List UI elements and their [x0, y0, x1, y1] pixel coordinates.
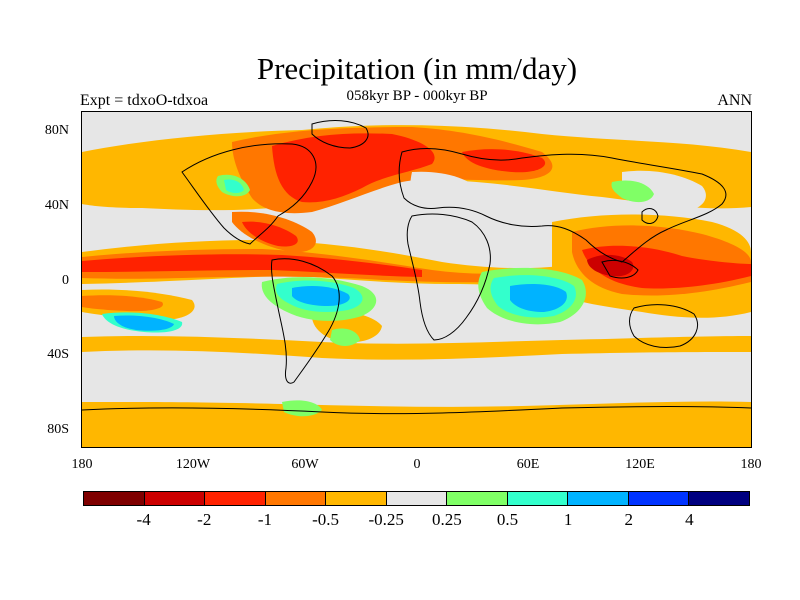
- experiment-label: Expt = tdxoO-tdxoa: [80, 92, 209, 109]
- colorbar-swatch: [326, 492, 387, 505]
- anomaly-region: [292, 286, 350, 306]
- lat-tick-label: 0: [62, 273, 69, 288]
- colorbar-swatch: [628, 492, 690, 505]
- precip-anomaly-map: [82, 120, 751, 447]
- colorbar-swatch: [144, 492, 206, 505]
- lon-tick-label: 180: [740, 457, 762, 472]
- colorbar-tick-label: 2: [624, 510, 633, 529]
- anomaly-region: [510, 284, 567, 312]
- south-america-coast: [271, 258, 340, 384]
- anomaly-region: [82, 350, 751, 407]
- africa-coast: [406, 213, 491, 341]
- lat-tick-label: 80N: [44, 123, 69, 138]
- colorbar-swatch: [507, 492, 569, 505]
- colorbar-swatch: [386, 492, 448, 505]
- lat-tick-label: 80S: [47, 422, 69, 437]
- coastlines: [82, 120, 751, 415]
- anomaly-region: [82, 295, 163, 312]
- colorbar-swatch: [447, 492, 508, 505]
- season-label: ANN: [717, 92, 752, 109]
- colorbar-tick-label: -2: [197, 510, 212, 529]
- colorbar-tick-label: 0.5: [496, 510, 519, 529]
- colorbar-swatch: [205, 492, 266, 505]
- lat-tick-label: 40S: [47, 347, 69, 362]
- colorbar-tick-label: -0.5: [312, 510, 339, 529]
- colorbar-tick-label: 4: [685, 510, 694, 529]
- australia-coast: [629, 304, 698, 349]
- anomaly-region: [272, 133, 435, 203]
- colorbar-tick-label: -1: [257, 510, 272, 529]
- colorbar-tick-label: 1: [563, 510, 573, 529]
- anomaly-region: [242, 221, 298, 247]
- colorbar-swatch: [689, 492, 750, 505]
- anomaly-region: [611, 180, 654, 203]
- colorbar-tick-label: -4: [136, 510, 151, 529]
- lon-tick-label: 120E: [625, 457, 655, 472]
- lon-tick-label: 120W: [175, 457, 211, 472]
- wetting-anomalies: [102, 174, 654, 417]
- neutral-patches: [82, 170, 751, 407]
- anomaly-region: [330, 328, 360, 346]
- lon-tick-label: 180: [71, 457, 93, 472]
- anomaly-region: [224, 179, 244, 193]
- lon-tick-label: 0: [413, 457, 421, 472]
- lon-tick-label: 60E: [516, 457, 540, 472]
- anomaly-region: [82, 254, 422, 277]
- north-america-coast: [181, 143, 317, 245]
- plot-title: Precipitation (in mm/day): [256, 51, 578, 86]
- colorbar: [83, 491, 750, 506]
- anomaly-region: [462, 149, 546, 173]
- anomaly-region: [587, 254, 634, 277]
- plot-subtitle: 058kyr BP - 000kyr BP: [346, 88, 488, 104]
- colorbar-tick-label: 0.25: [431, 510, 462, 529]
- colorbar-swatch: [265, 492, 327, 505]
- antarctica-coast: [82, 406, 751, 415]
- anomaly-region: [122, 210, 203, 241]
- japan-coast: [641, 208, 659, 224]
- colorbar-swatch: [84, 492, 145, 505]
- anomaly-region: [410, 171, 484, 246]
- indonesia-coast: [601, 259, 639, 279]
- lon-tick-label: 60W: [291, 457, 319, 472]
- eurasia-coast: [398, 147, 727, 263]
- map-panel: [81, 111, 752, 448]
- anomaly-region: [114, 315, 174, 331]
- colorbar-tick-label: -0.25: [368, 510, 404, 529]
- lat-tick-label: 40N: [44, 198, 69, 213]
- greenland-coast: [311, 120, 369, 149]
- anomaly-region: [282, 400, 322, 417]
- colorbar-swatch: [568, 492, 629, 505]
